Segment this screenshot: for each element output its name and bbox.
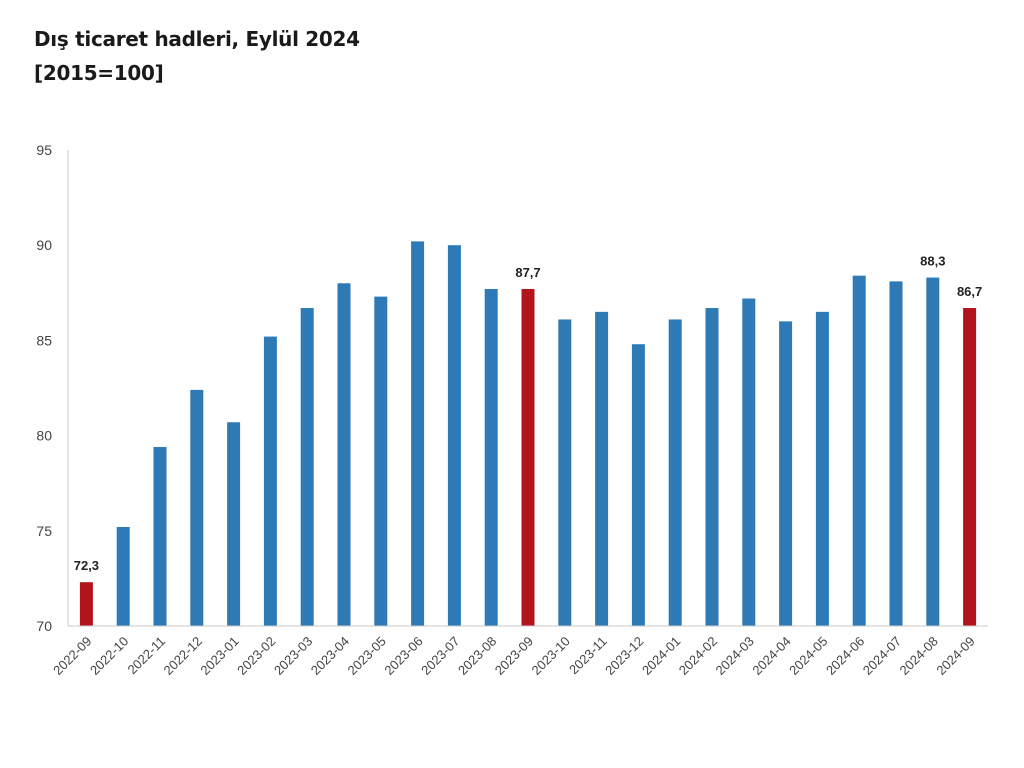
x-tick-label: 2023-11: [566, 634, 610, 678]
x-tick-label: 2023-07: [418, 634, 462, 678]
bar-2024-08: [926, 277, 940, 626]
x-tick-label: 2023-12: [602, 634, 646, 678]
bar-2024-06: [852, 275, 866, 626]
x-axis: 2022-092022-102022-112022-122023-012023-…: [50, 625, 988, 678]
y-tick-label: 85: [36, 332, 52, 348]
data-label-2023-09: 87,7: [515, 265, 540, 280]
bar-2023-06: [411, 241, 425, 626]
bar-2024-03: [742, 298, 756, 626]
x-tick-label: 2024-08: [897, 634, 941, 678]
chart-subtitle: [2015=100]: [34, 61, 164, 85]
bar-2023-10: [558, 319, 572, 626]
x-tick-label: 2023-03: [271, 634, 315, 678]
x-tick-label: 2024-05: [786, 634, 830, 678]
x-tick-label: 2023-06: [381, 634, 425, 678]
x-tick-label: 2024-07: [860, 634, 904, 678]
data-label-2022-09: 72,3: [74, 558, 99, 573]
x-tick-label: 2023-04: [308, 634, 352, 678]
x-tick-label: 2023-05: [345, 634, 389, 678]
bar-2022-09: [79, 582, 93, 626]
x-tick-label: 2024-04: [749, 634, 793, 678]
data-labels: 72,3 87,7 88,3 86,7: [74, 254, 983, 574]
bar-2024-05: [815, 311, 829, 626]
x-tick-label: 2022-10: [87, 634, 131, 678]
data-label-2024-09: 86,7: [957, 284, 982, 299]
chart-title: Dış ticaret hadleri, Eylül 2024: [34, 27, 360, 51]
y-tick-label: 75: [36, 523, 52, 539]
bars: [79, 241, 977, 626]
bar-2022-12: [190, 389, 204, 626]
x-tick-label: 2023-08: [455, 634, 499, 678]
bar-2023-08: [484, 288, 498, 626]
bar-2023-11: [595, 311, 609, 626]
bar-2024-07: [889, 281, 903, 626]
x-tick-label: 2024-09: [933, 634, 977, 678]
bar-2023-12: [631, 344, 645, 626]
y-axis: 70 75 80 85 90 95: [36, 142, 69, 634]
bar-2023-09: [521, 288, 535, 626]
x-tick-label: 2023-09: [492, 634, 536, 678]
x-tick-label: 2024-01: [639, 634, 683, 678]
x-tick-label: 2022-11: [124, 634, 168, 678]
y-tick-label: 95: [36, 142, 52, 158]
y-tick-label: 70: [36, 618, 52, 634]
y-tick-label: 90: [36, 237, 52, 253]
bar-2022-10: [116, 526, 130, 626]
x-tick-label: 2024-06: [823, 634, 867, 678]
bar-2023-02: [263, 336, 277, 626]
bar-2024-02: [705, 308, 719, 626]
x-tick-label: 2023-01: [197, 634, 241, 678]
bar-2023-03: [300, 308, 314, 626]
x-tick-label: 2024-02: [676, 634, 720, 678]
bar-2023-04: [337, 283, 351, 626]
x-tick-label: 2022-09: [50, 634, 94, 678]
x-tick-label: 2022-12: [161, 634, 205, 678]
bar-2023-07: [447, 245, 461, 626]
bar-2024-01: [668, 319, 682, 626]
chart-title-block: Dış ticaret hadleri, Eylül 2024 [2015=10…: [34, 22, 360, 90]
data-label-2024-08: 88,3: [920, 254, 945, 269]
x-tick-label: 2024-03: [713, 634, 757, 678]
bar-2022-11: [153, 447, 167, 626]
bar-2024-09: [963, 308, 977, 626]
bar-2023-05: [374, 296, 388, 626]
x-tick-label: 2023-10: [529, 634, 573, 678]
bar-2024-04: [779, 321, 793, 626]
y-tick-label: 80: [36, 428, 52, 444]
bar-2023-01: [227, 422, 241, 626]
x-tick-label: 2023-02: [234, 634, 278, 678]
